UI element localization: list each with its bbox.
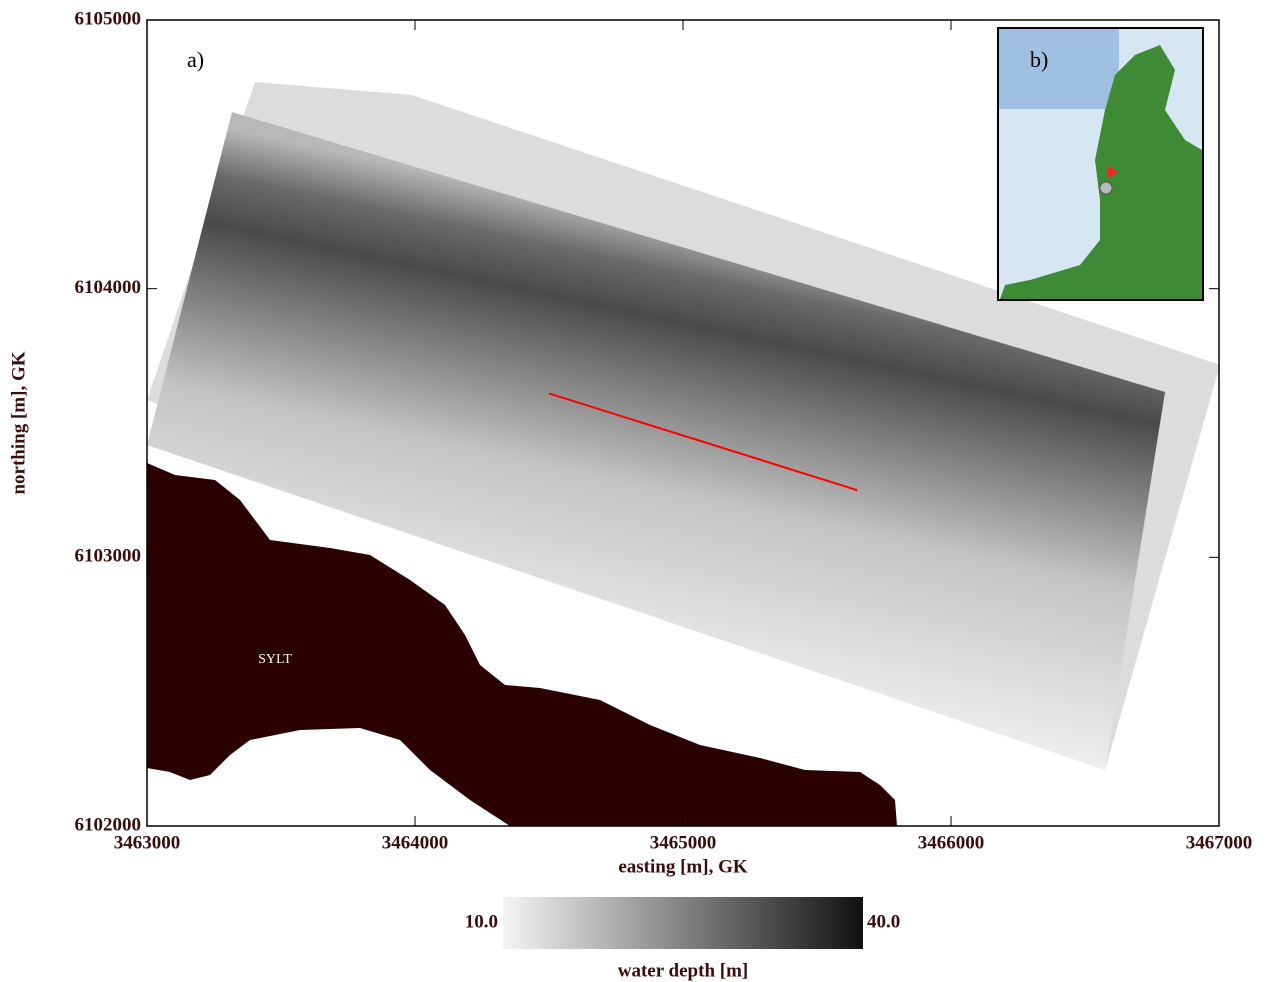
y-axis-title: northing [m], GK: [8, 351, 29, 494]
x-tick-label: 3467000: [1186, 832, 1253, 853]
colorbar: [503, 897, 863, 949]
x-tick-label: 3463000: [114, 832, 181, 853]
y-tick-label: 6104000: [75, 277, 142, 298]
colorbar-tick-label: 10.0: [465, 911, 498, 932]
y-tick-label: 6102000: [75, 814, 142, 835]
colorbar-title: water depth [m]: [618, 960, 749, 981]
x-axis-title: easting [m], GK: [618, 856, 748, 877]
panel-label: b): [1030, 47, 1048, 72]
place-label: SYLT: [258, 652, 292, 667]
y-tick-label: 6103000: [75, 546, 142, 567]
x-tick-label: 3466000: [918, 832, 985, 853]
figure: SYLT b) a) easting [m], GK northing [m],…: [0, 0, 1273, 982]
inset-map: [998, 28, 1203, 300]
y-tick-label: 6105000: [75, 8, 142, 29]
x-tick-label: 3465000: [650, 832, 717, 853]
colorbar-tick-label: 40.0: [867, 911, 900, 932]
x-tick-label: 3464000: [382, 832, 449, 853]
panel-label: a): [187, 47, 204, 72]
